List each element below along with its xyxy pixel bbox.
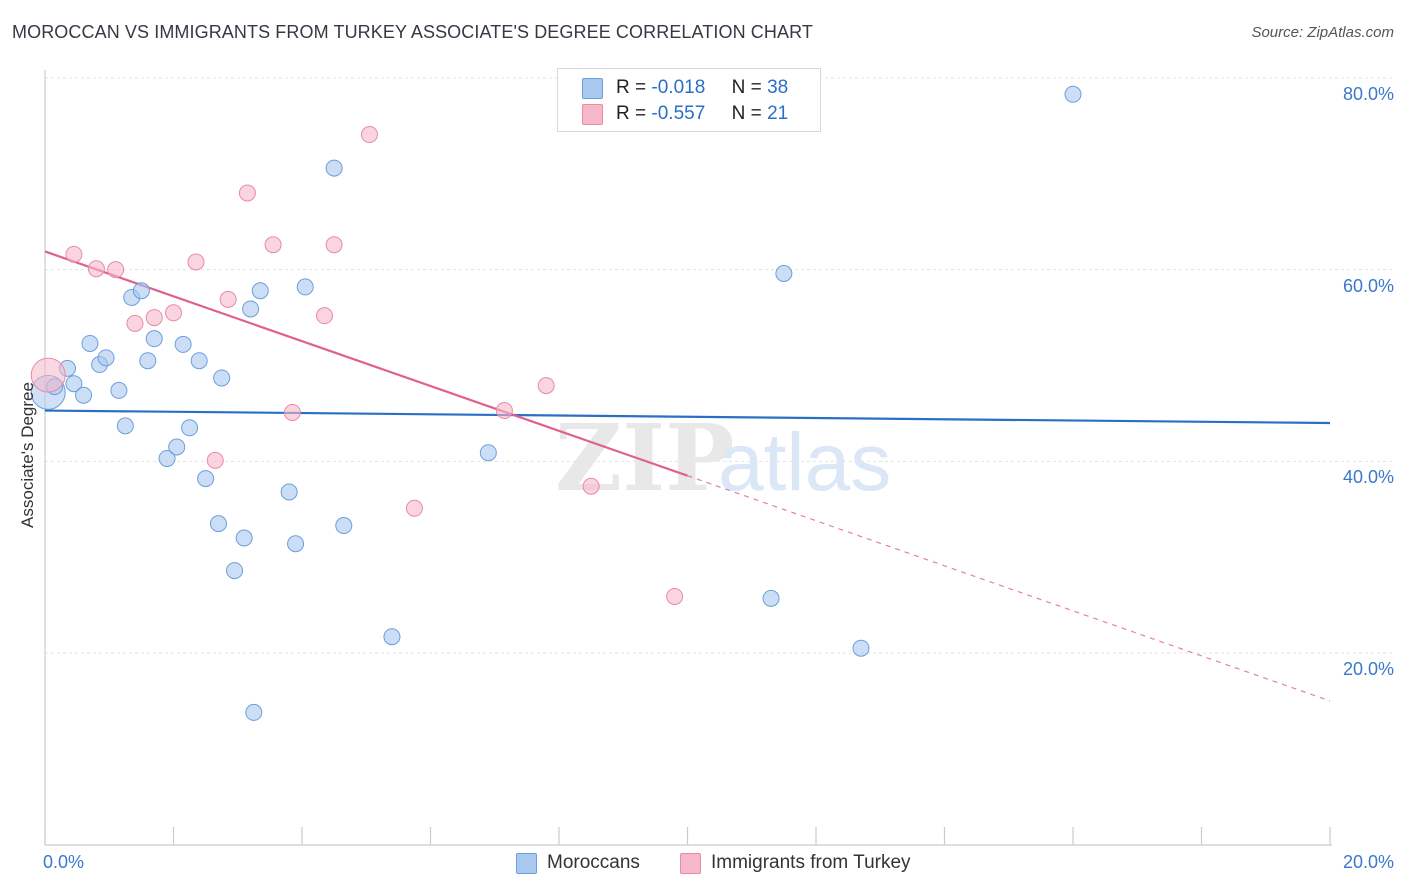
point-turkey: [145, 309, 163, 327]
point-turkey: [315, 307, 333, 325]
point-moroccans: [65, 375, 83, 393]
point-moroccans: [287, 535, 305, 553]
point-moroccans: [132, 282, 150, 300]
point-moroccans: [190, 352, 208, 370]
y-tick-label: 40.0%: [1342, 467, 1394, 488]
watermark-atlas: atlas: [718, 417, 891, 508]
point-moroccans: [245, 703, 263, 721]
bottom-legend-label: Immigrants from Turkey: [711, 852, 911, 873]
point-turkey: [283, 403, 301, 421]
point-moroccans: [479, 444, 497, 462]
point-moroccans: [335, 517, 353, 535]
point-moroccans: [775, 265, 793, 282]
legend-n-label: N =: [731, 77, 762, 98]
bottom-legend-swatch-moroccans: [516, 853, 537, 874]
y-tick-label: 60.0%: [1342, 275, 1394, 296]
legend-swatch-turkey: [582, 104, 603, 125]
x-tick-label: 20.0%: [1342, 852, 1394, 872]
legend-n-value: 38: [767, 77, 789, 98]
trend-extension-1: [687, 475, 1331, 702]
point-turkey: [126, 314, 144, 332]
point-moroccans: [235, 529, 253, 547]
point-moroccans: [1064, 85, 1082, 103]
point-turkey: [666, 587, 684, 605]
point-moroccans: [852, 639, 870, 657]
trend-line-0: [44, 409, 1331, 425]
point-moroccans: [213, 369, 231, 387]
point-turkey: [537, 377, 555, 395]
point-turkey: [165, 304, 182, 322]
point-turkey: [582, 477, 600, 495]
point-moroccans: [280, 483, 298, 501]
point-turkey: [187, 253, 205, 271]
chart-title: MOROCCAN VS IMMIGRANTS FROM TURKEY ASSOC…: [12, 22, 813, 42]
point-moroccans: [174, 335, 192, 353]
point-moroccans: [97, 349, 115, 367]
point-moroccans: [325, 159, 343, 177]
gridlines: [45, 77, 1392, 654]
axes: [44, 70, 1332, 846]
watermark: ZIP atlas: [555, 404, 891, 512]
point-turkey: [87, 260, 105, 278]
bottom-legend-swatch-turkey: [680, 853, 701, 874]
point-moroccans: [181, 419, 199, 437]
point-turkey: [238, 184, 256, 202]
data-points: [30, 85, 1082, 721]
point-moroccans: [197, 470, 215, 488]
correlation-legend: R = -0.018 N = 38 R = -0.557 N = 21: [557, 68, 821, 132]
point-turkey: [360, 126, 378, 144]
legend-r-value: -0.557: [651, 103, 706, 124]
point-turkey: [30, 357, 66, 393]
source-label: Source: ZipAtlas.com: [1251, 24, 1394, 41]
legend-swatch-moroccans: [582, 78, 603, 99]
point-moroccans: [383, 628, 401, 646]
x-tick-label: 0.0%: [43, 852, 85, 872]
legend-r-label: R =: [616, 77, 647, 98]
y-axis-label: Associate's Degree: [18, 382, 37, 528]
legend-n-value: 21: [767, 103, 789, 124]
point-turkey: [219, 290, 237, 308]
y-tick-label: 20.0%: [1342, 659, 1394, 679]
point-moroccans: [158, 449, 176, 467]
point-turkey: [325, 236, 343, 254]
point-moroccans: [242, 300, 260, 318]
point-moroccans: [145, 330, 163, 348]
y-tick-label: 80.0%: [1342, 84, 1394, 104]
trend-lines: [44, 250, 1331, 702]
point-moroccans: [209, 515, 227, 533]
point-moroccans: [110, 381, 128, 399]
legend-r-value: -0.018: [651, 77, 706, 98]
point-turkey: [65, 245, 83, 263]
legend-n-label: N =: [731, 103, 762, 124]
point-moroccans: [139, 352, 157, 370]
point-moroccans: [116, 417, 134, 435]
point-turkey: [264, 236, 282, 254]
point-turkey: [495, 402, 513, 420]
point-turkey: [107, 261, 125, 279]
point-moroccans: [296, 278, 314, 296]
point-turkey: [405, 499, 423, 517]
trend-line-1: [44, 250, 688, 477]
legend-r-label: R =: [616, 103, 647, 124]
point-turkey: [206, 451, 224, 469]
watermark-zip: ZIP: [555, 404, 734, 512]
point-moroccans: [168, 438, 186, 456]
point-moroccans: [75, 386, 93, 404]
point-moroccans: [226, 562, 244, 580]
point-moroccans: [251, 282, 269, 300]
point-moroccans: [762, 589, 780, 607]
bottom-legend-label: Moroccans: [547, 852, 640, 873]
point-moroccans: [81, 334, 99, 352]
